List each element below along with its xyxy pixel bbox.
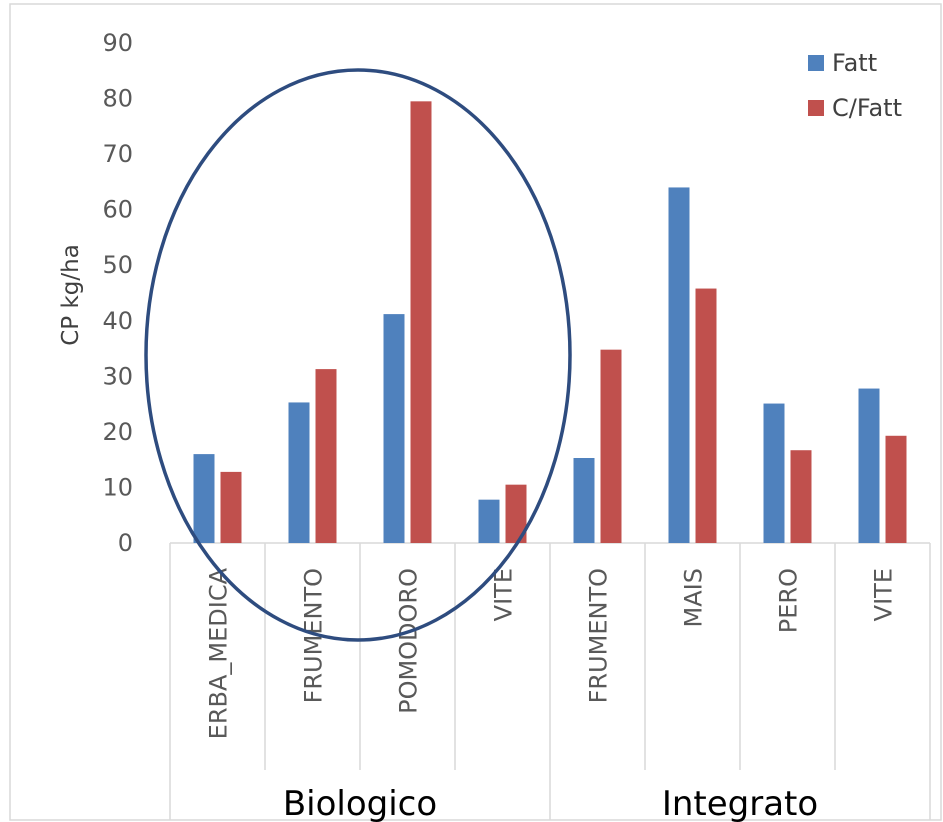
bar-fatt-2 <box>289 402 310 543</box>
y-tick-label: 20 <box>102 418 133 446</box>
y-tick-label: 60 <box>102 196 133 224</box>
bar-fatt-5 <box>574 458 595 543</box>
y-tick-label: 50 <box>102 251 133 279</box>
legend-swatch <box>808 100 824 116</box>
category-label: ERBA_MEDICA <box>205 567 233 739</box>
category-label: PERO <box>775 568 803 633</box>
bar-fatt-3 <box>384 314 405 543</box>
bar-c-fatt-5 <box>601 350 622 543</box>
bar-c-fatt-2 <box>316 369 337 543</box>
bar-c-fatt-1 <box>221 472 242 543</box>
bar-fatt-4 <box>479 500 500 543</box>
legend-label: C/Fatt <box>832 94 902 122</box>
bar-c-fatt-8 <box>886 436 907 543</box>
y-tick-label: 40 <box>102 307 133 335</box>
bar-fatt-8 <box>859 389 880 543</box>
category-label: POMODORO <box>395 568 423 714</box>
bar-c-fatt-3 <box>411 101 432 543</box>
y-axis-title: CP kg/ha <box>58 244 84 346</box>
bar-fatt-6 <box>669 187 690 543</box>
y-tick-label: 80 <box>102 85 133 113</box>
bar-fatt-1 <box>194 454 215 543</box>
legend-label: Fatt <box>832 49 877 77</box>
group-label: Biologico <box>283 784 437 822</box>
bar-fatt-7 <box>764 404 785 543</box>
y-tick-label: 70 <box>102 140 133 168</box>
legend-swatch <box>808 55 824 71</box>
category-label: FRUMENTO <box>585 568 613 703</box>
category-label: VITE <box>870 568 898 621</box>
y-tick-label: 0 <box>118 529 133 557</box>
group-label: Integrato <box>662 784 818 822</box>
y-tick-label: 10 <box>102 473 133 501</box>
category-label: MAIS <box>680 568 708 627</box>
bar-c-fatt-7 <box>791 450 812 543</box>
bar-c-fatt-6 <box>696 289 717 543</box>
y-tick-label: 90 <box>102 29 133 57</box>
y-tick-label: 30 <box>102 362 133 390</box>
